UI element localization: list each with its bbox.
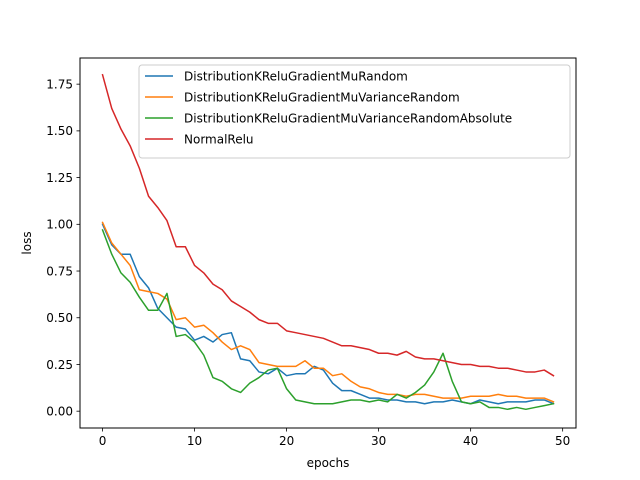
series-line-0 xyxy=(101,223,555,405)
x-axis-label: epochs xyxy=(307,456,350,470)
y-tick-label: 0.75 xyxy=(46,264,73,278)
series-line-1 xyxy=(101,221,555,403)
x-tick-label: 10 xyxy=(187,434,202,448)
x-tick-label: 30 xyxy=(371,434,386,448)
y-tick-label: 1.50 xyxy=(46,124,73,138)
y-tick-label: 0.00 xyxy=(46,404,73,418)
legend-label-2: DistributionKReluGradientMuVarianceRando… xyxy=(184,112,512,126)
y-tick-label: 0.50 xyxy=(46,311,73,325)
y-tick-label: 1.00 xyxy=(46,218,73,232)
x-axis-ticks: 0 10 20 30 40 50 xyxy=(99,428,570,448)
series-line-3 xyxy=(101,73,555,377)
x-tick-label: 20 xyxy=(279,434,294,448)
y-tick-label: 0.25 xyxy=(46,358,73,372)
series-layer xyxy=(101,73,555,411)
legend: DistributionKReluGradientMuRandom Distrib… xyxy=(138,64,571,159)
legend-box xyxy=(138,64,571,159)
x-tick-label: 0 xyxy=(99,434,107,448)
y-tick-label: 1.25 xyxy=(46,171,73,185)
y-tick-label: 1.75 xyxy=(46,77,73,91)
series-line-2 xyxy=(101,228,555,411)
y-axis-label: loss xyxy=(20,231,34,254)
legend-label-3: NormalRelu xyxy=(184,133,254,147)
y-axis-ticks: 0.00 0.25 0.50 0.75 1.00 1.25 1.50 1.75 xyxy=(46,77,80,418)
x-tick-label: 40 xyxy=(463,434,478,448)
plot-frame xyxy=(79,57,577,429)
legend-label-1: DistributionKReluGradientMuVarianceRando… xyxy=(184,91,460,105)
x-tick-label: 50 xyxy=(555,434,570,448)
legend-label-0: DistributionKReluGradientMuRandom xyxy=(184,70,408,84)
